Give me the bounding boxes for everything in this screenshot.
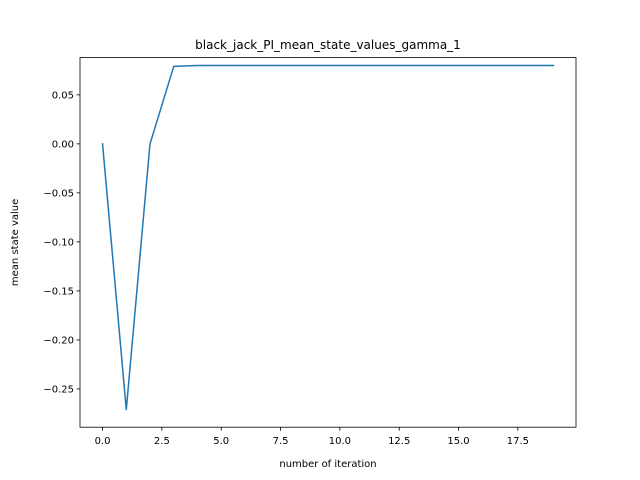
x-tick-label: 17.5 — [507, 436, 529, 447]
y-tick-label: 0.00 — [52, 139, 74, 150]
x-tick-label: 0.0 — [95, 436, 111, 447]
x-tick-label: 12.5 — [388, 436, 410, 447]
y-tick-label: −0.10 — [43, 237, 74, 248]
chart-title: black_jack_PI_mean_state_values_gamma_1 — [195, 38, 461, 52]
y-tick-label: −0.05 — [43, 188, 74, 199]
x-tick-label: 15.0 — [447, 436, 469, 447]
axes-frame — [79, 57, 577, 428]
y-axis-ticks: −0.25 −0.20 −0.15 −0.10 −0.05 0.00 0.05 — [43, 90, 80, 395]
series-line — [101, 64, 555, 411]
y-tick-label: −0.15 — [43, 286, 74, 297]
y-tick-label: −0.20 — [43, 335, 74, 346]
x-axis-label: number of iteration — [279, 459, 376, 470]
y-tick-label: −0.25 — [43, 384, 74, 395]
y-tick-label: 0.05 — [52, 90, 74, 101]
y-axis-label: mean state value — [10, 199, 21, 286]
x-axis-ticks: 0.0 2.5 5.0 7.5 10.0 12.5 15.0 17.5 — [95, 427, 529, 447]
plot-area — [101, 64, 555, 411]
x-tick-label: 7.5 — [273, 436, 289, 447]
x-tick-label: 2.5 — [154, 436, 170, 447]
x-tick-label: 10.0 — [329, 436, 351, 447]
x-tick-label: 5.0 — [213, 436, 229, 447]
